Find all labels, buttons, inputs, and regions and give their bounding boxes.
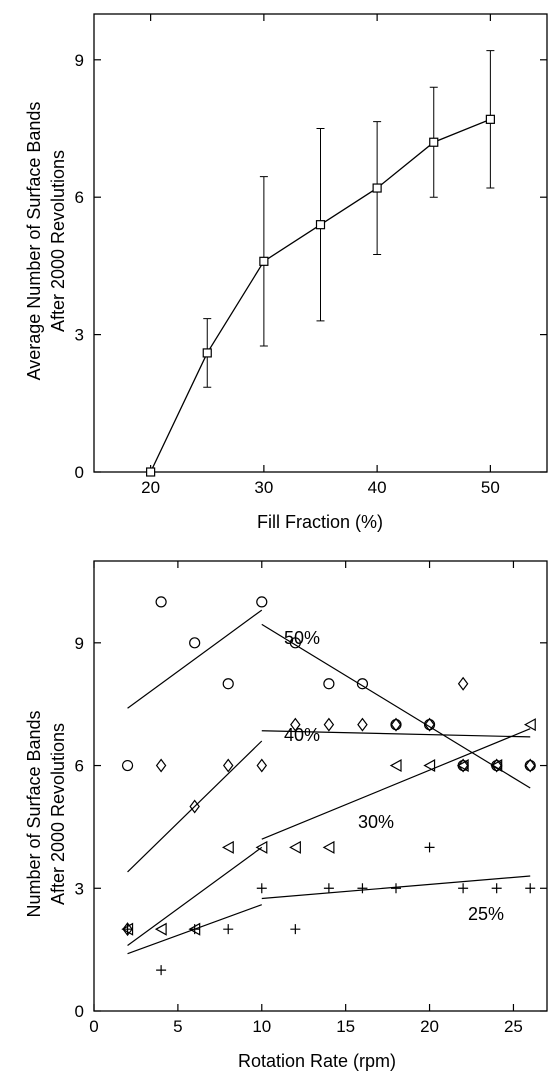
bottom-xtick-label: 15 <box>336 1017 355 1036</box>
top-ylabel-line1: Average Number of Surface Bands <box>24 102 44 381</box>
bottom-data-point <box>391 883 401 894</box>
bottom-fit-line <box>127 609 263 709</box>
bottom-data-point <box>457 759 469 772</box>
bottom-data-point <box>223 924 234 935</box>
bottom-data-point <box>458 883 469 894</box>
bottom-data-point <box>122 924 133 935</box>
bottom-data-point <box>389 759 402 773</box>
panel-fill-fraction: Average Number of Surface Bands After 20… <box>24 13 548 532</box>
bottom-data-point <box>523 718 536 732</box>
bottom-data-point <box>222 758 234 773</box>
bottom-data-point <box>423 759 436 773</box>
bottom-data-point <box>525 883 536 894</box>
bottom-xtick-label: 5 <box>173 1017 182 1036</box>
bottom-data-point <box>290 717 301 732</box>
bottom-data-point <box>456 759 469 773</box>
bottom-xtick-label: 20 <box>420 1017 439 1036</box>
bottom-fit-line <box>261 623 531 789</box>
bottom-series-label: 40% <box>284 725 320 745</box>
bottom-data-point <box>322 840 335 854</box>
top-xtick-label: 40 <box>368 478 387 497</box>
bottom-fit-line <box>261 730 531 738</box>
bottom-data-point <box>122 922 133 937</box>
bottom-ytick-label: 6 <box>75 757 84 776</box>
top-xtick-label: 30 <box>254 478 273 497</box>
bottom-data-point <box>390 717 402 732</box>
bottom-data-point <box>256 883 267 894</box>
bottom-ytick-label: 9 <box>75 634 84 653</box>
top-xlabel: Fill Fraction (%) <box>257 512 383 532</box>
bottom-data-point <box>357 717 368 732</box>
bottom-data-point <box>356 678 369 690</box>
bottom-data-point <box>390 719 402 731</box>
top-data-point <box>372 183 382 193</box>
bottom-data-point <box>155 596 167 608</box>
bottom-data-point <box>524 759 536 772</box>
bottom-fit-line <box>127 740 263 873</box>
bottom-data-point <box>255 840 268 854</box>
bottom-data-point <box>290 924 301 935</box>
top-data-point <box>202 348 212 358</box>
bottom-data-point <box>121 759 134 772</box>
bottom-data-point <box>156 965 167 976</box>
bottom-plot-frame <box>93 560 548 1012</box>
top-ytick-label: 3 <box>75 326 84 345</box>
bottom-data-point <box>289 637 301 649</box>
top-plot-frame <box>93 13 548 473</box>
bottom-data-point <box>457 758 469 773</box>
panel-rotation-rate: Number of Surface Bands After 2000 Revol… <box>24 560 548 1071</box>
top-ytick-label: 6 <box>75 188 84 207</box>
bottom-ylabel-line1: Number of Surface Bands <box>24 710 44 917</box>
bottom-data-point <box>154 922 167 936</box>
bottom-data-point <box>323 717 335 732</box>
top-data-point <box>146 467 156 477</box>
bottom-ytick-label: 3 <box>75 879 84 898</box>
bottom-xtick-label: 25 <box>504 1017 523 1036</box>
bottom-data-point <box>189 799 200 814</box>
top-data-point <box>485 114 495 124</box>
top-data-point <box>259 256 269 266</box>
top-xtick-label: 50 <box>481 478 500 497</box>
bottom-data-point <box>155 758 167 773</box>
top-data-point <box>429 137 439 147</box>
bottom-data-point <box>457 676 469 691</box>
bottom-data-point <box>491 883 502 894</box>
bottom-data-point <box>189 637 201 649</box>
bottom-fit-line <box>127 846 263 947</box>
bottom-ytick-label: 0 <box>75 1002 84 1021</box>
bottom-series-label: 30% <box>358 812 394 832</box>
bottom-data-point <box>221 840 234 854</box>
bottom-data-point <box>491 758 502 773</box>
bottom-data-point <box>424 717 435 732</box>
bottom-data-point <box>524 758 536 773</box>
bottom-xtick-label: 10 <box>252 1017 271 1036</box>
top-data-point <box>315 220 326 230</box>
bottom-data-point <box>323 678 335 690</box>
bottom-data-point <box>222 678 234 690</box>
bottom-data-point <box>189 924 200 935</box>
bottom-series-label: 25% <box>468 904 504 924</box>
bottom-data-point <box>490 759 503 773</box>
bottom-ylabel-line2: After 2000 Revolutions <box>48 723 68 905</box>
bottom-data-point <box>424 842 435 853</box>
top-ytick-label: 0 <box>75 463 84 482</box>
top-xtick-label: 20 <box>141 478 160 497</box>
bottom-xtick-label: 0 <box>89 1017 98 1036</box>
top-ytick-label: 9 <box>75 51 84 70</box>
top-ylabel-line2: After 2000 Revolutions <box>48 150 68 332</box>
bottom-series-label: 50% <box>284 628 320 648</box>
bottom-data-point <box>256 596 268 608</box>
bottom-xlabel: Rotation Rate (rpm) <box>238 1051 396 1071</box>
bottom-data-point <box>323 883 334 894</box>
bottom-data-point <box>289 840 301 854</box>
bottom-data-point <box>256 758 268 773</box>
bottom-fit-line <box>261 728 531 840</box>
bottom-data-point <box>357 883 368 894</box>
